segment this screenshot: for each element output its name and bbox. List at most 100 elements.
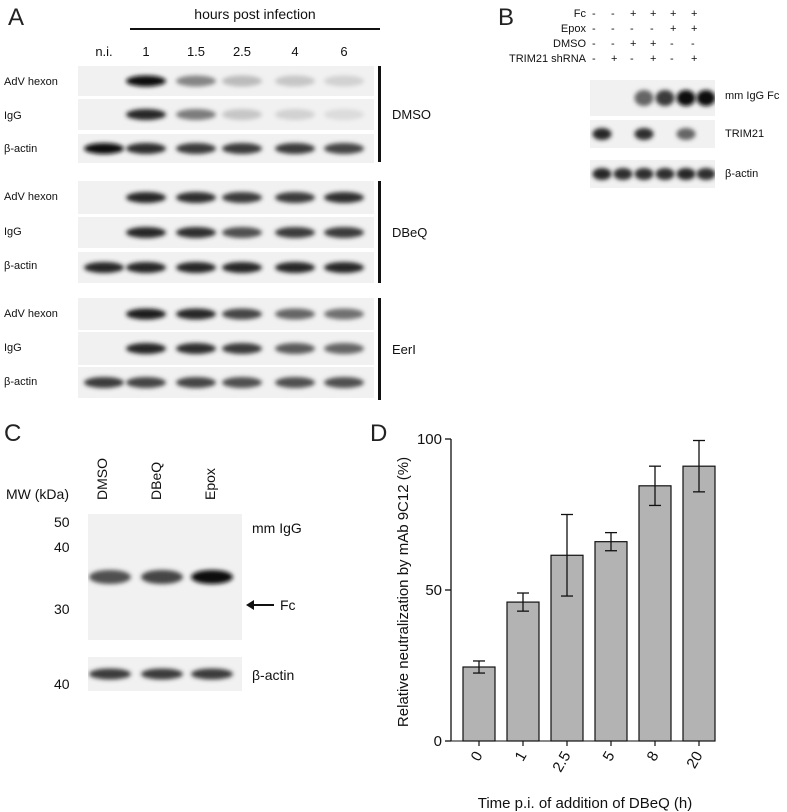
blot-strip-c	[88, 514, 242, 640]
band	[222, 377, 262, 388]
band	[176, 192, 216, 203]
bar	[638, 485, 672, 742]
blot-strip-b	[590, 80, 715, 116]
band	[324, 343, 364, 354]
condition-mark: +	[630, 38, 637, 50]
x-tick-label: 20	[683, 749, 706, 772]
bar	[462, 666, 496, 742]
band	[324, 192, 364, 203]
blot-bands	[592, 128, 696, 140]
condition-mark: -	[592, 23, 596, 35]
blot-strip-b	[590, 120, 715, 148]
panel-d-label: D	[370, 420, 388, 447]
blot-strip	[78, 134, 374, 163]
band	[176, 308, 216, 320]
band	[176, 143, 216, 154]
band	[89, 570, 131, 584]
blot-bands	[89, 570, 233, 584]
condition-mark: -	[670, 53, 674, 65]
condition-mark: -	[592, 53, 596, 65]
bar	[506, 601, 540, 742]
panel-b-label: B	[498, 4, 515, 31]
band	[222, 143, 262, 154]
condition-mark: +	[691, 23, 698, 35]
blot-bands	[126, 109, 364, 120]
condition-label: Fc	[573, 8, 586, 20]
row-label: β-actin	[4, 260, 38, 272]
band	[676, 128, 696, 140]
panel-b-condition-table: Fc Epox DMSO TRIM21 shRNA - - + + + + - - - - + + - -…	[500, 8, 730, 78]
band	[275, 343, 315, 354]
blot-strip	[78, 332, 374, 365]
band	[655, 90, 675, 106]
x-tick-label: 1	[512, 749, 531, 765]
blot-bands	[89, 668, 233, 680]
error-bar	[693, 439, 705, 493]
band	[275, 192, 315, 203]
band	[324, 377, 364, 388]
band	[176, 377, 216, 388]
panel-a-lane-labels: n.i. 1 1.5 2.5 4 6	[0, 44, 400, 62]
band	[222, 227, 262, 238]
band	[126, 308, 166, 320]
treatment-label: DBeQ	[392, 225, 428, 240]
band	[275, 262, 315, 273]
band	[176, 262, 216, 273]
y-tick-label: 0	[434, 733, 442, 750]
band	[176, 343, 216, 354]
blot-bands	[84, 143, 364, 154]
band	[676, 90, 696, 106]
condition-mark: -	[592, 38, 596, 50]
condition-mark: +	[670, 23, 677, 35]
band	[324, 75, 364, 87]
error-bar	[649, 465, 661, 507]
band	[191, 570, 233, 584]
y-tick-label: 100	[417, 431, 442, 448]
band	[275, 227, 315, 238]
band	[126, 109, 166, 120]
lane-label: 1.5	[186, 44, 206, 59]
band	[222, 343, 262, 354]
band	[324, 143, 364, 154]
row-label: β-actin	[4, 143, 38, 155]
band	[126, 377, 166, 388]
condition-mark: +	[630, 8, 637, 20]
group-bracket	[378, 66, 381, 162]
blot-strip	[78, 252, 374, 283]
band	[324, 227, 364, 238]
band	[176, 109, 216, 120]
group-bracket	[378, 181, 381, 283]
band	[126, 75, 166, 87]
panel-c-label: C	[4, 420, 22, 447]
blot-strip	[78, 298, 374, 330]
condition-mark: +	[650, 8, 657, 20]
condition-mark: +	[670, 8, 677, 20]
row-label: AdV hexon	[4, 308, 58, 320]
condition-mark: -	[592, 8, 596, 20]
condition-label: DMSO	[553, 38, 586, 50]
x-tick-label: 5	[600, 749, 619, 765]
x-tick-label: 2.5	[549, 749, 574, 776]
band	[613, 168, 633, 180]
blot-bands	[126, 308, 364, 320]
mw-marker: 40	[54, 676, 70, 692]
error-bar	[473, 660, 485, 674]
blot-bands	[592, 168, 715, 180]
blot-strip-c-actin	[88, 657, 242, 691]
blot-label: β-actin	[252, 667, 295, 683]
error-bar	[517, 592, 529, 612]
blot-bands	[126, 75, 364, 87]
condition-mark: +	[650, 38, 657, 50]
condition-mark: +	[691, 8, 698, 20]
band	[84, 143, 124, 154]
band	[141, 570, 183, 584]
blot-bands	[84, 377, 364, 388]
x-tick-label: 8	[644, 749, 663, 765]
row-label: IgG	[4, 110, 22, 122]
band	[191, 668, 233, 680]
lane-label: 2.5	[232, 44, 252, 59]
x-axis-title: Time p.i. of addition of DBeQ (h)	[478, 795, 693, 812]
error-bar	[561, 513, 573, 597]
condition-mark: -	[670, 38, 674, 50]
band	[126, 343, 166, 354]
